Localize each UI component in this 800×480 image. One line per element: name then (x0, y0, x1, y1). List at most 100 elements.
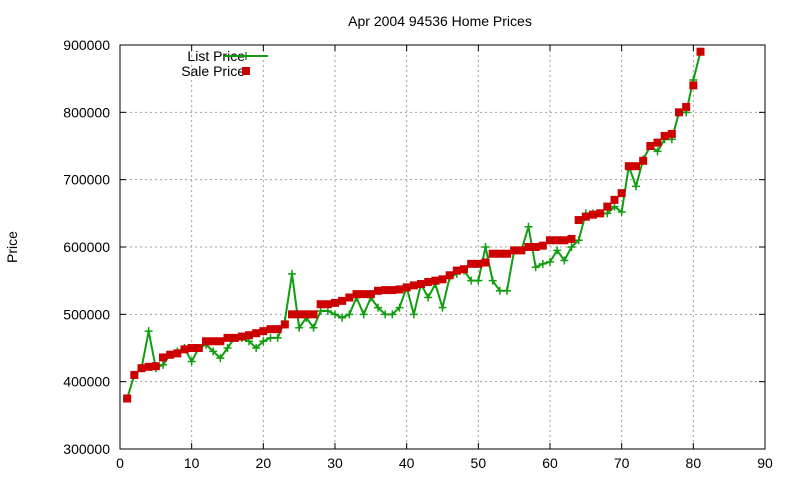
y-tick-label: 800000 (63, 104, 110, 120)
sale-price-point (323, 300, 332, 309)
sale-price-point (431, 276, 440, 285)
list-price-point (617, 207, 626, 216)
sale-price-point (230, 333, 239, 342)
series-0 (123, 47, 705, 403)
y-tick-label: 300000 (63, 441, 110, 457)
list-price-point (424, 293, 433, 302)
sale-price-point (123, 394, 132, 403)
sale-price-point (338, 296, 347, 305)
sale-price-point (331, 298, 339, 307)
sale-price-point (395, 285, 404, 294)
legend-plus-swatch (242, 52, 250, 60)
x-tick-label: 30 (327, 455, 343, 471)
list-price-point (653, 147, 662, 156)
sale-price-point (689, 81, 698, 90)
series-1 (123, 47, 705, 403)
x-tick-label: 40 (399, 455, 415, 471)
x-tick-label: 90 (757, 455, 773, 471)
sale-price-point (624, 162, 633, 171)
sale-price-point (617, 189, 626, 198)
y-tick-label: 700000 (63, 172, 110, 188)
sale-price-point (531, 243, 540, 251)
sale-price-point (596, 209, 605, 218)
sale-price-point (452, 266, 461, 275)
sale-price-point (517, 246, 526, 255)
series-layer (123, 47, 705, 403)
sale-price-point (667, 129, 676, 138)
list-price-point (223, 344, 232, 352)
sale-price-point (374, 286, 382, 295)
sale-price-point (280, 320, 289, 329)
x-tick-label: 20 (256, 455, 272, 471)
list-price-point (187, 357, 196, 366)
sale-price-point (460, 265, 468, 274)
list-price-point (323, 306, 332, 315)
sale-price-point (252, 329, 261, 338)
sale-price-point (481, 258, 490, 267)
sale-price-point (646, 142, 655, 150)
sale-price-point (546, 236, 554, 245)
x-tick-label: 10 (184, 455, 200, 471)
list-price-point (144, 327, 153, 336)
y-tick-label: 400000 (63, 374, 110, 390)
sale-price-point (538, 241, 547, 250)
list-price-point (409, 310, 418, 319)
list-price-point (359, 310, 368, 319)
list-price-point (553, 246, 562, 255)
y-tick-label: 500000 (63, 306, 110, 322)
list-price-point (538, 259, 547, 268)
list-price-point (259, 337, 268, 346)
x-tick-label: 0 (116, 455, 124, 471)
sale-price-point (409, 281, 418, 290)
sale-price-point (495, 249, 504, 258)
sale-price-point (366, 290, 375, 299)
sale-price-point (639, 156, 648, 165)
sale-price-point (589, 210, 597, 219)
sale-price-point (632, 162, 640, 171)
sale-price-point (474, 259, 483, 268)
sale-price-point (438, 275, 447, 284)
y-axis-label: Price (4, 231, 20, 263)
list-price-point (610, 202, 619, 211)
sale-price-point (223, 333, 232, 342)
sale-price-point (173, 349, 182, 358)
sale-price-point (295, 310, 304, 319)
list-price-point (209, 347, 218, 356)
sale-price-point (574, 216, 583, 225)
sale-price-point (245, 331, 253, 340)
sale-price-point (359, 290, 368, 299)
list-price-point (546, 257, 554, 266)
list-price-point (474, 276, 483, 285)
list-price-point (374, 303, 382, 312)
x-tick-label: 80 (686, 455, 702, 471)
legend-label-1: Sale Price (181, 63, 245, 79)
sale-price-point (159, 353, 167, 362)
x-tick-label: 70 (614, 455, 630, 471)
sale-price-point (202, 337, 210, 346)
list-price-point (560, 256, 569, 265)
list-price-point (331, 310, 339, 319)
sale-price-point (653, 138, 662, 147)
list-price-point (395, 303, 404, 312)
x-tick-label: 60 (542, 455, 558, 471)
sale-price-point (180, 345, 189, 354)
sale-price-point (130, 370, 139, 379)
list-price-point (266, 333, 275, 342)
list-price-point (252, 344, 261, 352)
list-price-point (524, 222, 533, 231)
legend-label-0: List Price (187, 48, 245, 64)
sale-price-point (216, 337, 225, 346)
list-price-point (481, 243, 490, 251)
sale-price-point (488, 249, 497, 258)
sale-price-point (137, 364, 146, 373)
sale-price-point (581, 212, 590, 221)
sale-price-point (166, 350, 175, 359)
list-price-point (288, 269, 296, 278)
sale-price-point (610, 195, 619, 204)
list-price-point (216, 354, 225, 363)
sale-price-point (266, 325, 275, 334)
list-price-point (316, 306, 325, 315)
x-tick-label: 50 (471, 455, 487, 471)
